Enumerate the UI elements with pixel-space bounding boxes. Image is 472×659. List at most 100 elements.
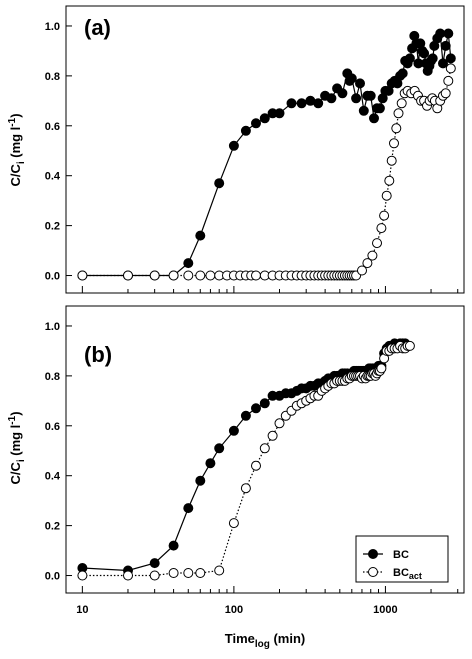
panel-b-point-BCact (404, 340, 415, 351)
panel-a-point-BCact (168, 270, 179, 281)
panel-b-point-BCact (259, 443, 270, 454)
panel-b-y-axis-label: C/Ci (mg l-1) (7, 411, 27, 484)
panel-a-point-BC (374, 103, 385, 114)
panel-a-point-BC (251, 118, 261, 129)
panel-a-point-BCact (357, 265, 367, 276)
panel-a-frame (65, 5, 465, 294)
panel-b-point-BCact (240, 483, 251, 494)
panel-a-point-BC (240, 125, 251, 136)
panel-a-point-BC (427, 53, 438, 64)
legend-bcact-label: BCact (393, 567, 422, 581)
panel-a-point-BC (195, 230, 206, 241)
panel-a-point-BC (286, 98, 297, 109)
panel-b-point-BCact (168, 568, 179, 578)
panel-a-point-BCact (381, 190, 392, 201)
panel-a-point-BC (419, 48, 430, 59)
panel-b-point-BCact (376, 363, 387, 374)
legend-bc-marker (368, 549, 378, 559)
panel-b-y-tick-label: 1.0 (45, 321, 60, 333)
panel-a-point-BC (358, 105, 369, 116)
panel-a-point-BCact (77, 270, 88, 281)
panel-b-point-BC (240, 410, 251, 421)
x-axis-label: Timelog (min) (225, 631, 306, 650)
panel-b-point-BC (195, 475, 206, 486)
panel-b-point-BC (214, 443, 225, 454)
panel-a-y-ticks: 0.0 0.2 0.4 0.6 0.8 1.0 (45, 21, 72, 283)
panel-b-point-BCact (183, 568, 194, 578)
panel-a-point-BC (351, 93, 362, 104)
panel-a-y-tick-label: 0.8 (45, 71, 60, 83)
panel-b: (b) 0.0 0.2 0.4 0.6 0.8 1.0 10 100 1000 C/Ci (m… (7, 305, 465, 650)
panel-a-point-BC (397, 68, 408, 79)
panel-b-y-ticks: 0.0 0.2 0.4 0.6 0.8 1.0 (45, 321, 72, 583)
panel-a-y-tick-label: 1.0 (45, 21, 60, 33)
panel-a-point-BCact (384, 175, 395, 186)
panel-a-point-BCact (367, 250, 378, 261)
panel-b-point-BC (205, 458, 216, 469)
panel-b-point-BCact (274, 418, 285, 429)
panel-a-y-tick-label: 0.0 (45, 271, 60, 283)
panel-a-y-axis-label: C/Ci (mg l-1) (7, 113, 27, 186)
panel-b-x-tick-label: 10 (76, 604, 88, 616)
panel-a-point-BCact (445, 63, 456, 74)
panel-a-point-BCact (195, 270, 206, 281)
panel-a-point-BCact (393, 108, 404, 119)
panel-b-point-BC (228, 425, 239, 436)
panel-a-point-BCact (391, 123, 402, 134)
panel-b-series-points (77, 338, 415, 581)
panel-a-point-BCact (205, 270, 216, 281)
panel-a-point-BC (337, 88, 348, 99)
panel-a-point-BC (259, 113, 270, 124)
panel-a-point-BC (443, 28, 454, 39)
panel-a-point-BCact (251, 270, 261, 281)
panel-a-point-BC (183, 258, 194, 269)
legend: BC BCact (355, 535, 449, 583)
panel-b-point-BCact (267, 430, 278, 441)
panel-b-point-BC (168, 540, 179, 551)
panel-a-point-BC (313, 98, 324, 109)
panel-b-x-tick-label: 100 (225, 604, 243, 616)
panel-b-point-BCact (123, 570, 133, 581)
panel-b-y-tick-label: 0.0 (45, 571, 60, 583)
panel-b-y-tick-label: 0.8 (45, 371, 60, 383)
panel-a-point-BC (369, 113, 379, 124)
panel-a-point-BCact (396, 98, 407, 109)
panel-a-point-BC (445, 53, 456, 64)
panel-a-point-BC (228, 140, 239, 151)
panel-a-point-BCact (372, 238, 382, 249)
panel-a-point-BC (404, 53, 415, 64)
panel-a-label: (a) (84, 15, 111, 40)
panel-a-point-BC (346, 73, 357, 84)
panel-a-point-BCact (443, 75, 454, 86)
panel-b-y-tick-label: 0.2 (45, 521, 60, 533)
panel-a-series-points (77, 28, 456, 281)
panel-a-point-BC (440, 40, 451, 51)
panel-a-point-BCact (379, 210, 390, 221)
panel-a-point-BCact (149, 270, 160, 281)
panel-a-point-BC (296, 98, 307, 109)
panel-b-y-tick-label: 0.6 (45, 421, 60, 433)
panel-b-x-ticks: 10 100 1000 (76, 604, 397, 616)
panel-a-point-BCact (440, 88, 451, 99)
panel-b-x-tick-label: 1000 (373, 604, 397, 616)
panel-b-point-BCact (149, 570, 160, 581)
panel-b-point-BC (183, 503, 194, 514)
panel-a-y-tick-label: 0.4 (45, 171, 61, 183)
panel-b-y-tick-label: 0.4 (45, 471, 61, 483)
legend-bc-label: BC (393, 549, 409, 561)
panel-a-y-tick-label: 0.2 (45, 221, 60, 233)
panel-a-point-BCact (386, 155, 397, 166)
panel-a-point-BC (214, 178, 225, 189)
panel-a-point-BC (438, 58, 448, 69)
panel-a-point-BCact (362, 258, 373, 269)
panel-b-label: (b) (84, 342, 112, 367)
panel-a-y-tick-label: 0.6 (45, 121, 60, 133)
panel-a: (a) 0.0 0.2 0.4 0.6 0.8 1.0 C/Ci (mg l-1) (7, 5, 465, 294)
panel-b-point-BCact (195, 568, 206, 578)
legend-bcact-marker (368, 567, 378, 577)
panel-a-point-BCact (376, 223, 387, 234)
panel-a-point-BCact (183, 270, 194, 281)
panel-a-point-BC (326, 93, 337, 104)
panel-b-point-BCact (77, 570, 88, 581)
